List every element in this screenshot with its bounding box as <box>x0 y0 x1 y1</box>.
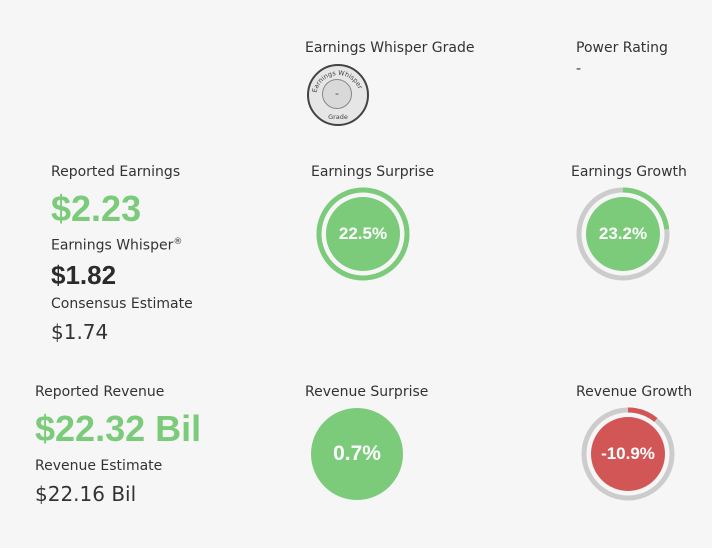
revenue-surprise-value: 0.7% <box>333 442 381 465</box>
grade-badge[interactable]: Earnings Whisper Grade - <box>307 64 369 126</box>
grade-title: Earnings Whisper Grade <box>305 40 475 56</box>
earnings-whisper-label: Earnings Whisper® <box>51 237 182 254</box>
earnings-surprise-gauge[interactable]: 22.5% <box>315 186 411 282</box>
earnings-growth-value: 23.2% <box>598 224 648 243</box>
earnings-whisper-value: $1.82 <box>51 260 117 290</box>
gauge-arc <box>316 187 410 281</box>
earnings-surprise-gauge-svg <box>316 187 410 281</box>
revenue-estimate-label: Revenue Estimate <box>35 458 163 474</box>
reported-revenue-label: Reported Revenue <box>35 384 165 400</box>
earnings-surprise-title: Earnings Surprise <box>311 164 435 180</box>
gauge-core <box>586 197 660 271</box>
power-rating-value: - <box>576 61 582 77</box>
gauge-arc <box>581 407 675 501</box>
revenue-growth-title: Revenue Growth <box>576 384 693 400</box>
earnings-whisper-label-text: Earnings Whisper <box>51 237 174 254</box>
power-rating-title: Power Rating <box>576 40 668 56</box>
reported-revenue-value: $22.32 Bil <box>35 408 202 449</box>
revenue-surprise-gauge[interactable]: 0.7% <box>309 406 405 502</box>
earnings-growth-gauge[interactable]: 23.2% <box>575 186 671 282</box>
earnings-growth-gauge-svg <box>576 187 670 281</box>
revenue-estimate-value: $22.16 Bil <box>35 482 137 506</box>
revenue-growth-gauge[interactable]: -10.9% <box>580 406 676 502</box>
grade-value: - <box>322 79 352 109</box>
earnings-growth-title: Earnings Growth <box>571 164 687 180</box>
gauge-core <box>311 408 403 500</box>
consensus-estimate-label: Consensus Estimate <box>51 296 193 312</box>
gauge-core <box>326 197 400 271</box>
grade-badge-ring <box>307 64 369 126</box>
gauge-arc <box>576 187 670 281</box>
reported-earnings-value: $2.23 <box>51 188 142 229</box>
earnings-surprise-value: 22.5% <box>338 224 388 243</box>
revenue-surprise-title: Revenue Surprise <box>305 384 429 400</box>
revenue-growth-value: -10.9% <box>601 444 655 463</box>
consensus-estimate-value: $1.74 <box>51 320 109 344</box>
registered-mark: ® <box>173 237 183 247</box>
revenue-surprise-gauge-svg <box>311 408 403 500</box>
reported-earnings-label: Reported Earnings <box>51 164 181 180</box>
revenue-growth-gauge-svg <box>581 407 675 501</box>
grade-ring-bottom-text: Grade <box>328 113 348 121</box>
gauge-core <box>591 417 665 491</box>
